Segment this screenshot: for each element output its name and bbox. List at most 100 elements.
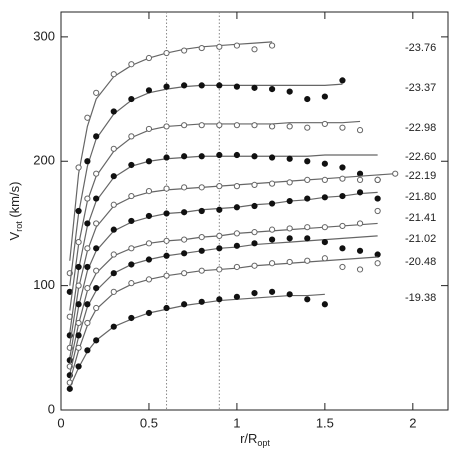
- fit-line: [69, 293, 325, 388]
- data-point: [145, 309, 153, 317]
- data-point: [304, 95, 311, 103]
- data-point: [233, 293, 241, 300]
- data-point: [145, 87, 153, 94]
- data-point: [110, 251, 117, 258]
- data-point: [110, 270, 117, 277]
- data-point: [163, 49, 170, 57]
- data-point: [198, 153, 205, 160]
- data-point: [110, 226, 117, 233]
- data-point: [286, 123, 293, 130]
- data-point: [339, 164, 346, 171]
- data-point: [198, 234, 205, 241]
- data-point: [339, 192, 346, 200]
- data-point: [374, 195, 381, 202]
- data-point: [163, 83, 170, 90]
- data-point: [216, 296, 223, 303]
- data-point: [251, 181, 258, 188]
- data-point: [163, 123, 170, 130]
- data-point: [233, 122, 241, 129]
- data-point: [181, 82, 188, 89]
- fit-line: [69, 256, 378, 382]
- data-point: [198, 207, 205, 215]
- data-point: [163, 304, 170, 312]
- data-point: [268, 236, 276, 243]
- data-point: [286, 225, 293, 232]
- data-point: [198, 82, 205, 89]
- data-point: [233, 42, 241, 49]
- data-point: [181, 47, 188, 54]
- y-tick-label: 0: [48, 401, 55, 416]
- data-point: [392, 170, 399, 177]
- data-point: [321, 301, 328, 308]
- fit-line: [69, 41, 273, 261]
- series-label: -19.38: [405, 292, 436, 304]
- data-point: [163, 210, 170, 217]
- data-point: [128, 280, 135, 287]
- data-point: [304, 176, 311, 184]
- data-point: [84, 285, 91, 292]
- y-tick-label: 100: [33, 277, 55, 292]
- data-point: [163, 252, 170, 259]
- fit-line: [69, 83, 343, 286]
- data-point: [198, 298, 205, 305]
- x-tick-label: 2: [409, 415, 416, 430]
- data-point: [233, 230, 241, 237]
- data-point: [84, 158, 91, 165]
- data-point: [128, 161, 135, 169]
- data-point: [321, 93, 328, 100]
- data-point: [286, 235, 293, 242]
- data-point: [181, 301, 188, 308]
- data-point: [233, 204, 241, 211]
- series-label: -21.80: [405, 191, 436, 203]
- data-point: [75, 363, 82, 370]
- data-point: [75, 238, 82, 246]
- y-axis-label: Vrot (km/s): [7, 182, 24, 241]
- data-point: [268, 86, 276, 93]
- data-point: [93, 337, 100, 344]
- data-point: [75, 282, 82, 289]
- data-point: [93, 195, 100, 202]
- data-point: [321, 120, 328, 128]
- data-point: [84, 245, 91, 252]
- data-point: [145, 54, 153, 62]
- x-tick-label: 0.5: [140, 415, 158, 430]
- data-point: [286, 155, 293, 162]
- x-tick-label: 1: [233, 415, 240, 430]
- data-point: [198, 184, 205, 191]
- data-point: [233, 263, 241, 271]
- data-point: [84, 195, 91, 202]
- data-point: [128, 245, 135, 252]
- fit-line: [69, 222, 378, 366]
- data-point: [251, 240, 258, 247]
- data-point: [233, 151, 241, 159]
- data-point: [339, 77, 346, 84]
- data-point: [339, 175, 346, 182]
- data-point: [128, 261, 135, 268]
- data-point: [110, 288, 117, 295]
- data-point: [268, 180, 276, 187]
- series-label: -20.48: [405, 256, 436, 268]
- data-point: [128, 314, 135, 322]
- data-point: [374, 207, 381, 215]
- data-point: [233, 183, 241, 190]
- data-point: [128, 61, 135, 68]
- data-point: [75, 319, 82, 327]
- data-point: [93, 133, 100, 140]
- data-point: [251, 202, 258, 210]
- data-point: [356, 127, 364, 134]
- data-point: [128, 192, 135, 200]
- data-point: [251, 84, 258, 91]
- data-point: [84, 220, 91, 227]
- data-point: [321, 224, 328, 231]
- data-point: [75, 263, 82, 271]
- data-point: [321, 176, 328, 184]
- data-point: [374, 251, 381, 258]
- data-point: [304, 158, 311, 165]
- data-point: [145, 256, 153, 263]
- data-point: [75, 344, 82, 351]
- data-point: [268, 154, 276, 161]
- data-point: [251, 46, 258, 53]
- data-point: [181, 153, 188, 160]
- data-point: [145, 212, 153, 220]
- data-point: [181, 184, 188, 191]
